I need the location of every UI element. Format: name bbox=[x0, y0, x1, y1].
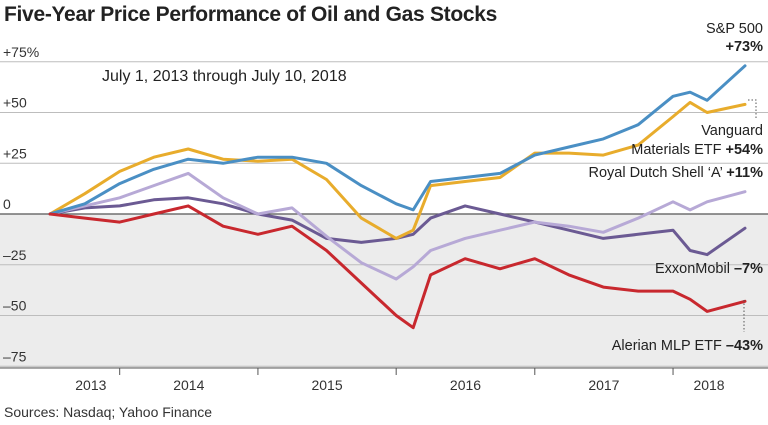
vanguard-label-line1: Vanguard bbox=[701, 123, 763, 139]
chart-subtitle: July 1, 2013 through July 10, 2018 bbox=[102, 68, 347, 85]
source-note: Sources: Nasdaq; Yahoo Finance bbox=[4, 404, 213, 420]
y-tick-label: –25 bbox=[3, 247, 27, 263]
sp500-value: +73% bbox=[726, 39, 764, 55]
y-tick-label: –75 bbox=[3, 348, 27, 364]
exxonmobil-label: ExxonMobil –7% bbox=[655, 261, 763, 277]
y-tick-label: 0 bbox=[3, 196, 11, 212]
series-alerian-mlp-line bbox=[48, 204, 747, 330]
vanguard-leader bbox=[748, 99, 757, 120]
x-tick-label: 2017 bbox=[588, 377, 619, 393]
x-tick-label: 2013 bbox=[75, 377, 106, 393]
series-vanguard-materials-line bbox=[48, 100, 747, 240]
y-tick-label: +50 bbox=[3, 95, 27, 111]
x-tick-label: 2018 bbox=[693, 377, 724, 393]
x-tick-label: 2016 bbox=[450, 377, 481, 393]
vanguard-label-line2: Materials ETF +54% bbox=[631, 142, 763, 158]
alerian-label: Alerian MLP ETF –43% bbox=[612, 338, 763, 354]
shell-label: Royal Dutch Shell ‘A’ +11% bbox=[588, 165, 763, 181]
x-tick-label: 2014 bbox=[173, 377, 204, 393]
series-exxonmobil-line bbox=[48, 196, 747, 257]
x-tick-label: 2015 bbox=[311, 377, 342, 393]
series-sp500-line bbox=[48, 64, 747, 216]
sp500-label: S&P 500 bbox=[706, 21, 763, 37]
y-tick-label: +25 bbox=[3, 145, 27, 161]
series-royal-dutch-shell-line bbox=[48, 171, 747, 281]
y-tick-label: –50 bbox=[3, 298, 27, 314]
y-tick-label: +75% bbox=[3, 44, 39, 60]
chart-title: Five-Year Price Performance of Oil and G… bbox=[4, 3, 498, 26]
